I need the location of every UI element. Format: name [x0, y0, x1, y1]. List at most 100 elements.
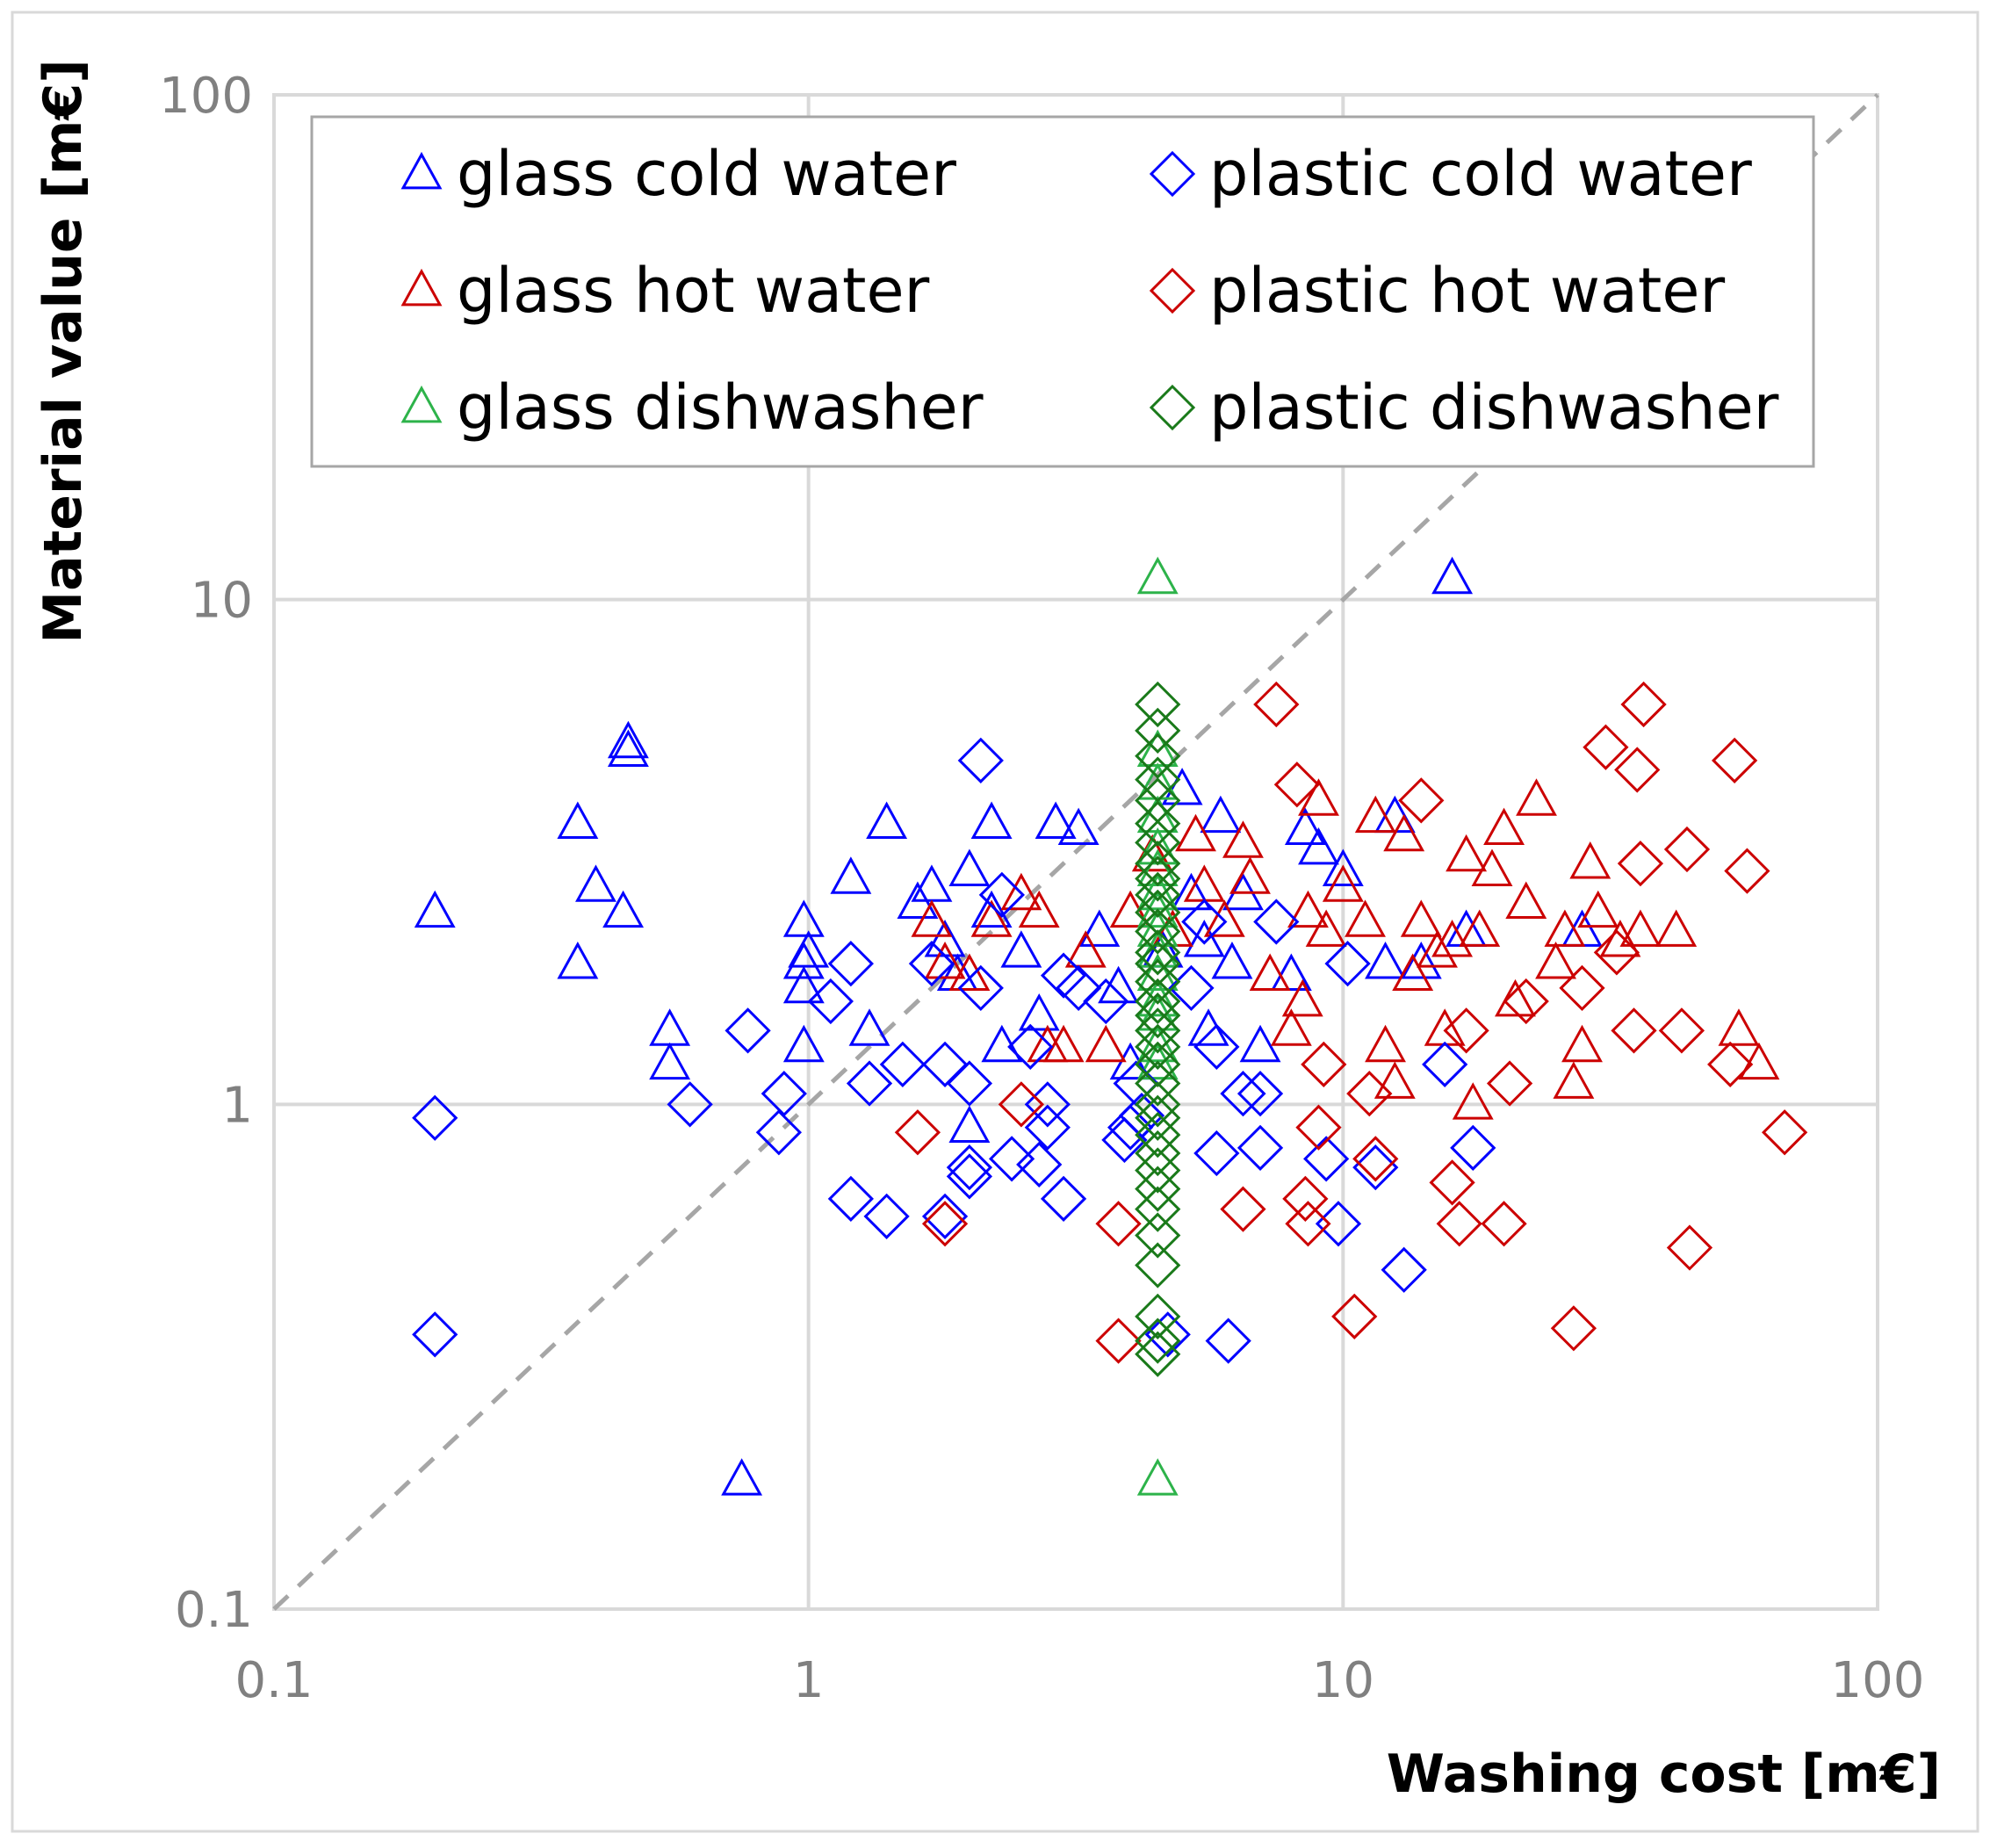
plastic-dishwasher-point [1135, 1081, 1181, 1128]
glass-hot-water-point [1516, 778, 1557, 816]
y-tick-label: 0.1 [175, 1582, 253, 1639]
glass-hot-water-point [1452, 1082, 1494, 1120]
plastic-cold-water-point [1253, 899, 1300, 945]
glass-cold-water-point [557, 801, 599, 839]
grid [272, 93, 1879, 1611]
glass-cold-water-point [948, 848, 991, 886]
glass-cold-water-point [1078, 909, 1121, 947]
legend-markers [400, 150, 1196, 431]
plastic-cold-water-point [863, 1193, 910, 1239]
glass-dishwasher-point [1136, 978, 1179, 1017]
glass-hot-water-point [1400, 899, 1442, 937]
plastic-dishwasher-point [1135, 958, 1181, 1005]
legend-marker-plastic-cold-water [1149, 150, 1196, 198]
plastic-cold-water-point [908, 941, 955, 987]
plastic-dishwasher-point [1135, 1317, 1181, 1364]
glass-cold-water-point [782, 942, 825, 979]
plastic-hot-water-point [1617, 841, 1664, 887]
plastic-dishwasher-point [1135, 800, 1181, 847]
glass-cold-water-point [1239, 1024, 1281, 1063]
glass-hot-water-point [1000, 872, 1042, 911]
glass-dishwasher-point [1136, 1458, 1179, 1496]
tick-labels: 0.1 1 10 100 0.1 1 10 100 [159, 68, 1924, 1709]
glass-hot-water-point [1018, 890, 1060, 928]
plastic-cold-water-point [1237, 1071, 1284, 1117]
x-tick-label: 0.1 [234, 1652, 313, 1709]
plastic-hot-water-point [1282, 1175, 1329, 1222]
plastic-hot-water-point [1762, 1109, 1808, 1156]
plastic-dishwasher-point [1135, 1023, 1181, 1070]
glass-cold-water-point [1171, 872, 1212, 911]
plastic-cold-water-point [1422, 1041, 1468, 1087]
glass-cold-water-point [414, 890, 456, 928]
plastic-cold-water-point [1024, 1104, 1071, 1151]
glass-dishwasher-point [1136, 1042, 1179, 1080]
x-tick-label: 1 [793, 1652, 825, 1709]
plastic-hot-water-point [1443, 1007, 1489, 1054]
plastic-hot-water-point [1295, 1104, 1342, 1151]
glass-hot-water-point [1345, 899, 1386, 937]
plastic-dishwasher-point [1135, 1293, 1181, 1339]
plastic-cold-water-point [879, 1041, 926, 1087]
plastic-dishwasher-point [1135, 1041, 1181, 1087]
glass-hot-water-point [1229, 856, 1271, 894]
y-tick-label: 100 [159, 68, 253, 125]
plastic-hot-water-point [894, 1109, 941, 1156]
glass-cold-water-point [788, 930, 830, 968]
glass-cold-water-point [948, 1105, 991, 1143]
plastic-hot-water-point [1346, 1071, 1393, 1117]
plastic-dishwasher-point [1135, 819, 1181, 866]
glass-hot-water-point [948, 953, 991, 991]
glass-hot-water-point [1535, 942, 1576, 979]
glass-dishwasher-point [1136, 953, 1179, 991]
glass-hot-water-point [924, 942, 966, 979]
glass-cold-water-point [1400, 942, 1442, 979]
glass-hot-water-point [1483, 807, 1525, 846]
plastic-dishwasher-point [1135, 733, 1181, 779]
plastic-cold-water-point [725, 1007, 771, 1054]
glass-hot-water-point [1505, 881, 1547, 919]
plastic-dishwasher-point [1135, 871, 1181, 918]
glass-hot-water-point [1064, 930, 1107, 968]
legend-label-plastic-hot-water: plastic hot water [1209, 255, 1725, 327]
plastic-cold-water-point [1193, 1023, 1240, 1070]
glass-hot-water-point [1287, 890, 1329, 928]
plastic-cold-water-point [1324, 941, 1371, 987]
plastic-hot-water-point [1253, 681, 1300, 728]
plastic-hot-water-point [1398, 777, 1445, 824]
plastic-cold-water-point [807, 978, 854, 1025]
plastic-cold-water-point [957, 964, 1004, 1012]
glass-cold-water-point [1035, 801, 1077, 839]
glass-cold-water-point [1322, 848, 1364, 886]
plastic-cold-water-point [1220, 1071, 1266, 1117]
glass-hot-water-point [1446, 834, 1488, 872]
y-tick-label: 1 [221, 1077, 253, 1134]
plastic-hot-water-point [1658, 1007, 1705, 1054]
plastic-hot-water-point [1550, 1305, 1597, 1352]
plastic-cold-water-point [1118, 1093, 1165, 1139]
glass-cold-water-point [782, 899, 825, 937]
plastic-dishwasher-point [1135, 978, 1181, 1025]
legend-marker-plastic-dishwasher [1149, 384, 1196, 431]
glass-hot-water-point [911, 899, 953, 937]
plastic-cold-water-point [1083, 978, 1129, 1025]
plastic-hot-water-point [921, 1201, 969, 1247]
glass-hot-water-point [1569, 841, 1611, 879]
legend-label-glass-hot-water: glass hot water [457, 255, 930, 327]
plastic-hot-water-point [1711, 737, 1758, 783]
glass-cold-water-point [1365, 942, 1406, 979]
plastic-hot-water-point [1285, 1201, 1331, 1247]
glass-hot-water-point [1544, 909, 1586, 947]
glass-hot-water-point [1305, 909, 1347, 947]
plastic-cold-water-point [946, 1060, 993, 1107]
plastic-cold-water-point [1107, 1104, 1154, 1151]
glass-cold-water-point [1211, 942, 1253, 979]
plastic-cold-water-point [1144, 1311, 1191, 1358]
plastic-cold-water-point [1181, 899, 1228, 945]
plastic-dishwasher-point [1135, 993, 1181, 1039]
x-tick-label: 10 [1312, 1652, 1374, 1709]
plastic-dishwasher-point [1135, 908, 1181, 955]
plastic-cold-water-point [946, 1144, 993, 1191]
